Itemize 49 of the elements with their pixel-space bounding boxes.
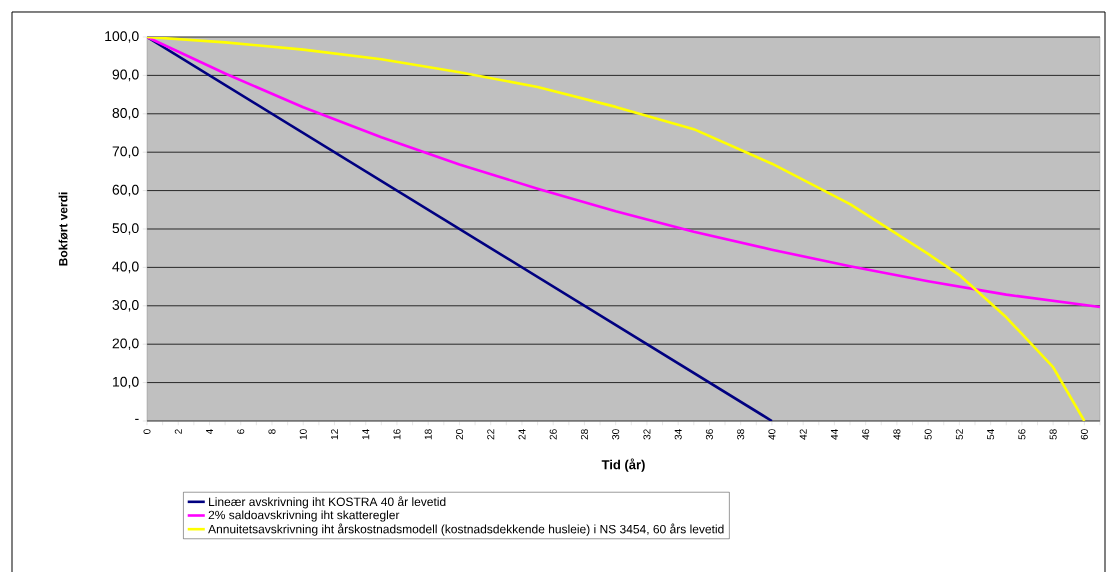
- x-tick-label: 56: [1018, 429, 1026, 440]
- y-tick-label: 70,0: [112, 146, 139, 158]
- x-tick-label: 26: [549, 429, 557, 440]
- x-tick-label: 12: [330, 429, 338, 440]
- x-tick-label: 34: [674, 429, 682, 440]
- line-series: [147, 36, 1086, 421]
- x-tick-label: 24: [518, 429, 526, 440]
- x-tick-label: 42: [799, 429, 807, 440]
- x-tick-label: 28: [580, 429, 588, 440]
- y-tick-label: 80,0: [112, 108, 139, 120]
- x-tick-label: 52: [955, 429, 963, 440]
- legend-label: 2% saldoavskrivning iht skatteregler: [208, 510, 400, 522]
- y-tick-label: -: [135, 418, 139, 420]
- x-tick-label: 32: [643, 429, 651, 440]
- x-tick-label: 6: [237, 429, 245, 434]
- x-axis-title: Tid (år): [601, 458, 645, 472]
- x-tick-label: 36: [705, 429, 713, 440]
- x-tick-label: 2: [174, 429, 182, 434]
- x-tick-label: 4: [206, 429, 213, 435]
- x-tick-label: 40: [768, 429, 776, 440]
- x-tick-label: 0: [143, 429, 151, 434]
- x-tick-label: 8: [268, 429, 276, 434]
- y-tick-label: 50,0: [112, 223, 139, 235]
- y-tick-label: 60,0: [112, 184, 139, 197]
- y-tick-label: 40,0: [112, 261, 139, 274]
- x-tick-label: 46: [862, 429, 870, 440]
- y-tick-label: 20,0: [112, 338, 139, 350]
- legend-label: Lineær avskrivning iht KOSTRA 40 år levetid: [209, 496, 446, 509]
- x-tick-label: 44: [830, 429, 838, 440]
- x-tick-label: 60: [1080, 429, 1088, 440]
- y-axis-title: Bokført verdi: [58, 192, 68, 266]
- x-tick-label: 16: [393, 429, 401, 440]
- x-tick-label: 20: [455, 429, 463, 440]
- x-tick-label: 38: [737, 429, 745, 440]
- x-tick-label: 22: [487, 429, 495, 440]
- x-tick-label: 48: [893, 429, 901, 440]
- line-series: [147, 36, 1100, 309]
- y-tick-label: 30,0: [112, 299, 139, 312]
- x-tick-label: 50: [924, 429, 932, 440]
- x-tick-label: 18: [424, 429, 432, 440]
- y-tick-label: 90,0: [112, 69, 139, 82]
- x-tick-label: 14: [362, 429, 370, 440]
- x-tick-label: 54: [987, 429, 995, 440]
- x-tick-label: 10: [299, 429, 307, 440]
- x-tick-label: 30: [612, 429, 620, 440]
- legend-label: Annuitetsavskrivning iht årskostnadsmodell (kostnadsdekkende husleie) i NS 3454, 60 års levetid: [208, 523, 724, 536]
- x-tick-label: 58: [1049, 429, 1057, 440]
- y-tick-label: 100,0: [105, 31, 139, 43]
- y-tick-label: 10,0: [113, 376, 139, 389]
